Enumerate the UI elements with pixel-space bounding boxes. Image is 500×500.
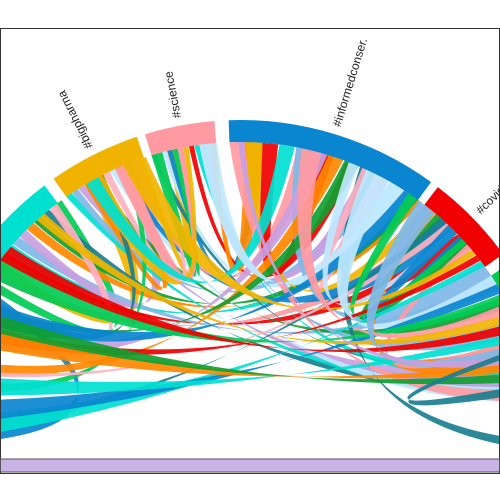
- ribbon: [90, 178, 499, 336]
- ribbon: [407, 355, 499, 406]
- ribbon: [36, 213, 499, 345]
- ribbon: [123, 157, 476, 310]
- ribbon: [350, 193, 467, 318]
- plot-area: rm#bigpharma#science#informedconser.#cov…: [1, 36, 499, 445]
- ribbon: [246, 142, 433, 293]
- ribbon: [1, 255, 499, 343]
- ribbon: [1, 284, 499, 419]
- ribbon: [103, 147, 195, 283]
- ribbon: [86, 144, 295, 284]
- ribbon: [1, 329, 499, 379]
- ribbon: [1, 336, 499, 396]
- ribbon: [362, 224, 462, 325]
- ribbon: [297, 148, 499, 339]
- node-arc: [424, 187, 499, 267]
- node-arc: [53, 136, 144, 197]
- ribbon: [1, 150, 328, 354]
- node-arc: [228, 120, 432, 200]
- ribbon: [1, 316, 499, 385]
- ribbons: [1, 142, 499, 445]
- node-arc: [1, 185, 58, 259]
- ribbon: [1, 190, 418, 342]
- node-arc: [144, 121, 217, 156]
- bottom-bar: [0, 458, 500, 473]
- ribbon: [366, 200, 499, 368]
- ribbon: [1, 261, 485, 432]
- ribbon: [1, 246, 499, 353]
- node-arc: [491, 270, 499, 288]
